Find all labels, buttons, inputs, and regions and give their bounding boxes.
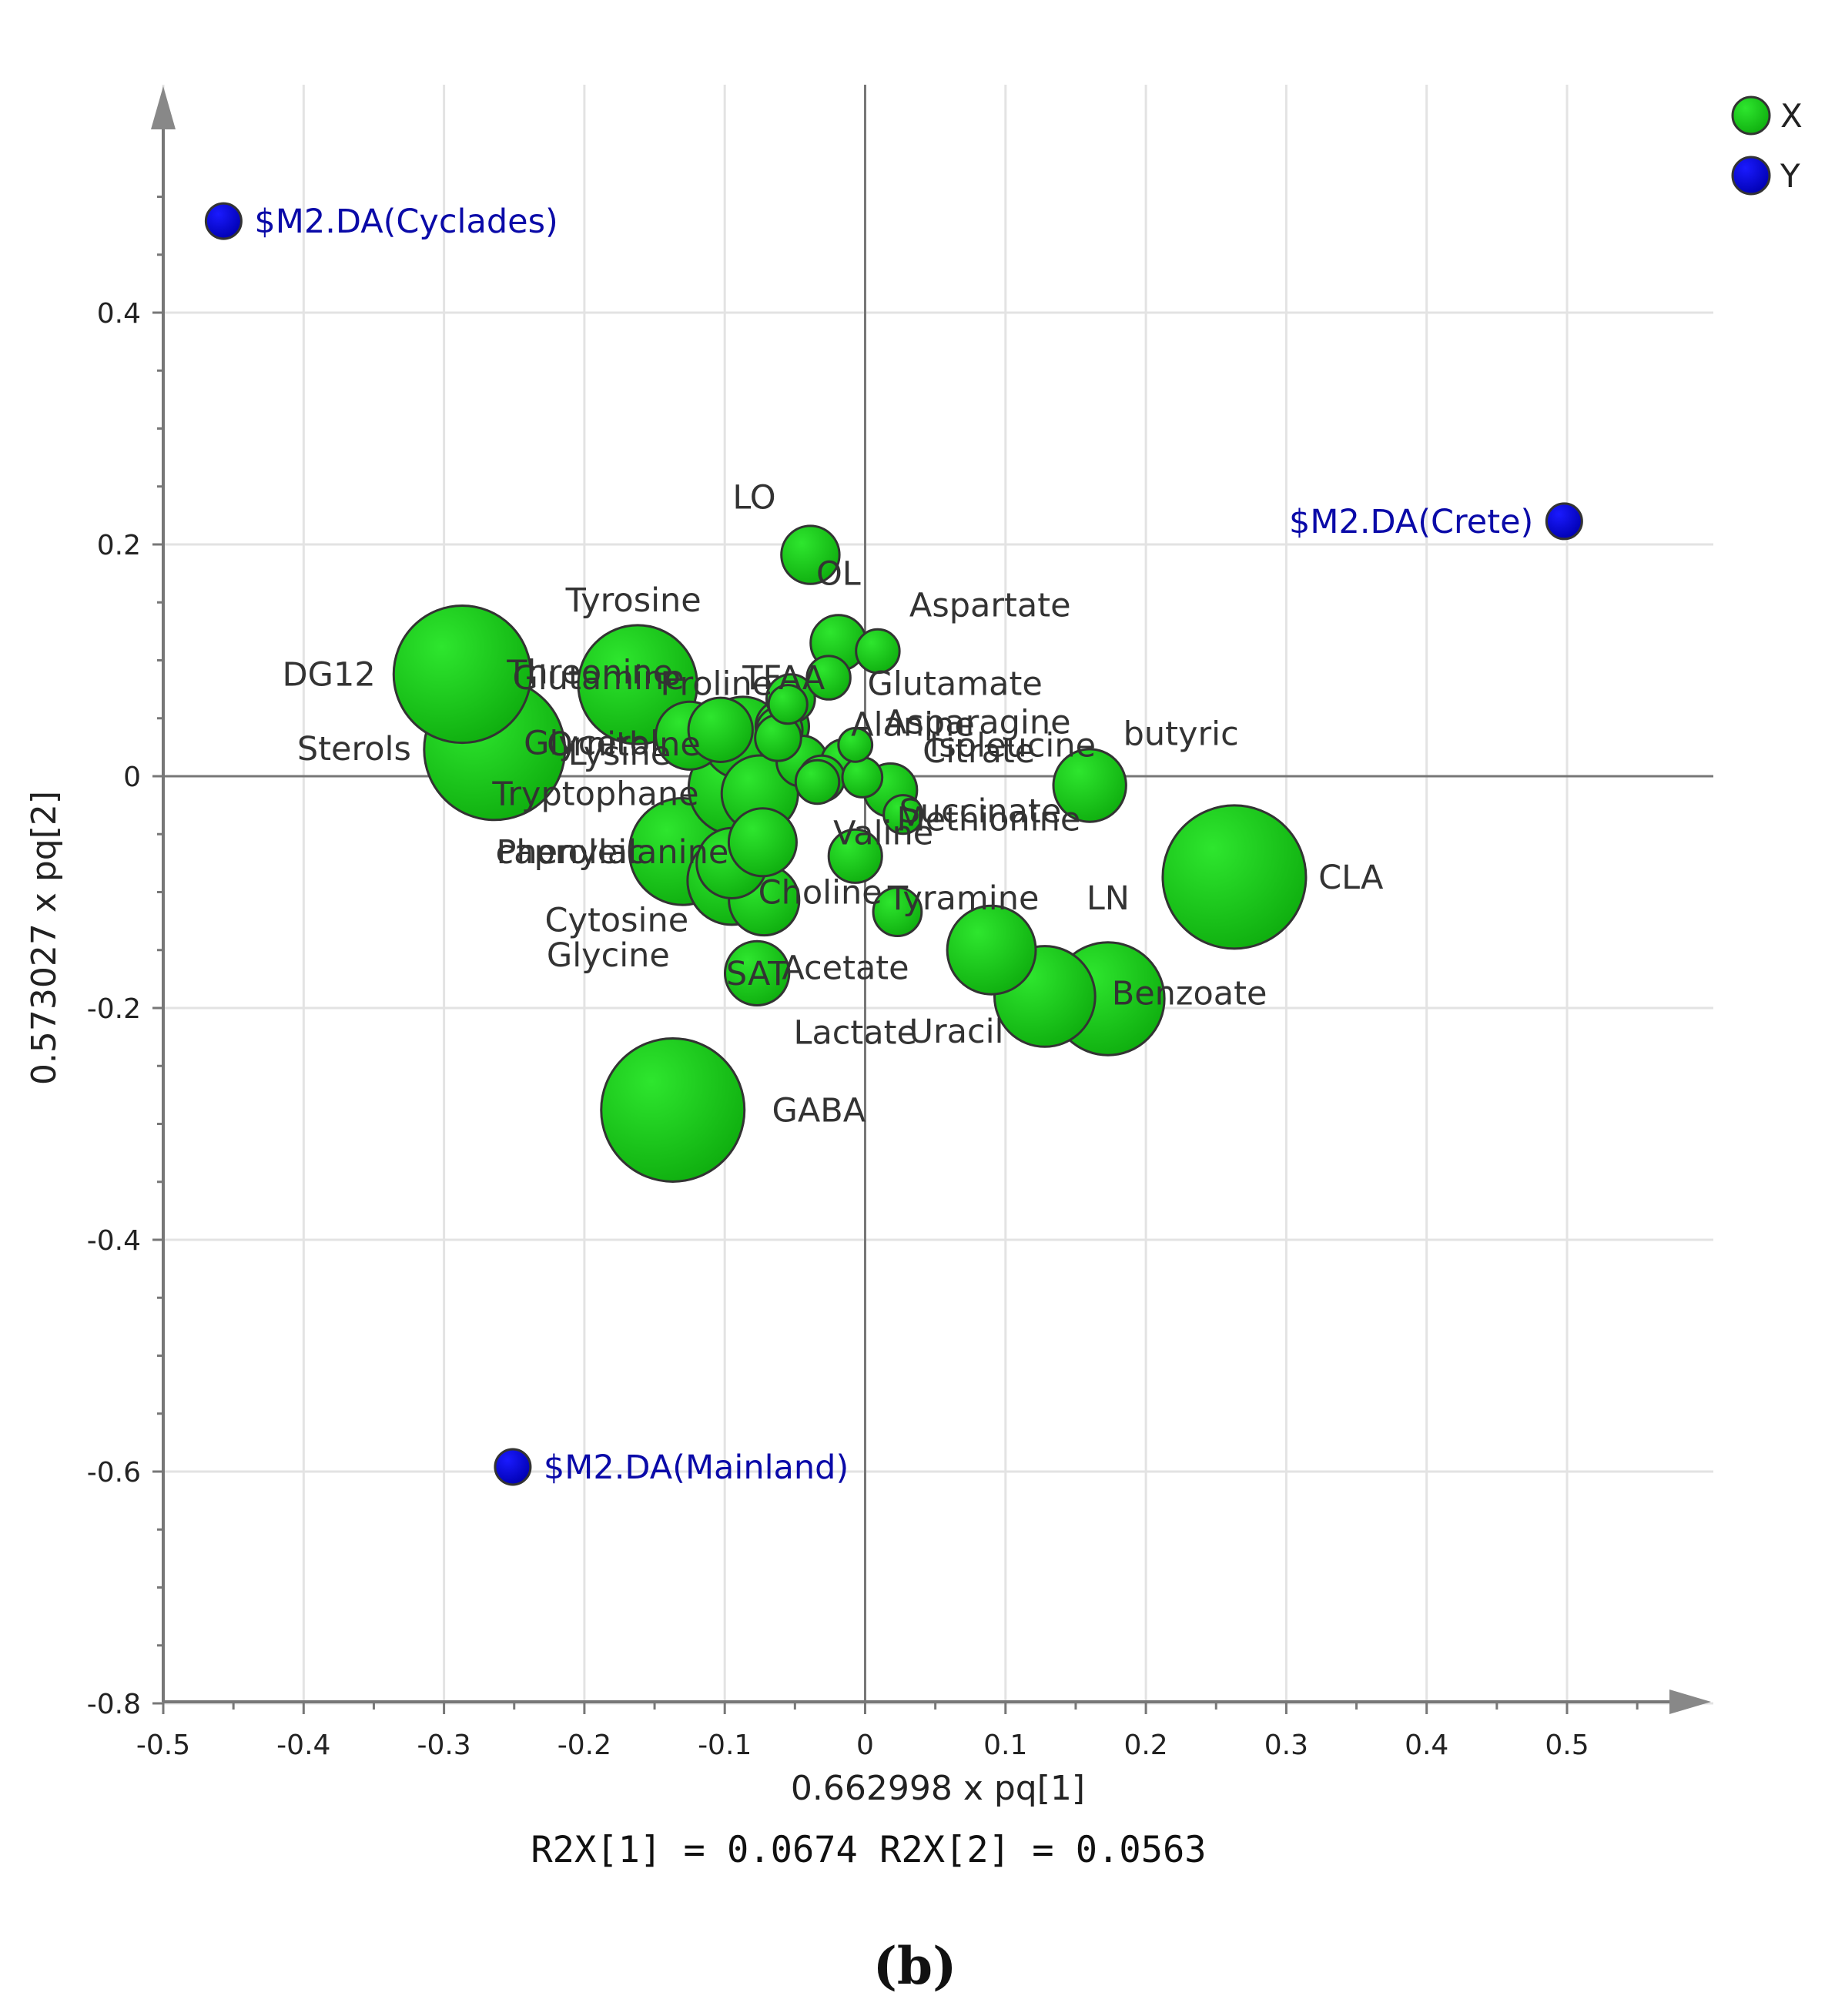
point-label: LN [1087,879,1130,918]
y-tick-label: 0.4 [97,298,141,330]
point-label: Isoleucine [929,726,1096,765]
bubble-choline [872,886,923,937]
point-label: Choline [758,874,882,913]
x-tick-label: 0.4 [1405,1730,1448,1761]
bubble-sat [723,939,791,1006]
legend-label: Y [1780,157,1800,195]
axes: -0.5 -0.4 -0.3 -0.2 -0.1 0 0.1 0.2 0.3 0.4 0.5 0.4 0… [87,85,1713,1761]
x-tick-label: -0.3 [417,1730,470,1761]
y-axis-arrow [151,86,176,129]
x-tick-label: 0.1 [983,1730,1027,1761]
point-label: Uracil [909,1013,1003,1051]
x-tick-label: 0 [856,1730,874,1761]
point-label: Ornithine [547,725,701,764]
point-label: Proline [660,665,772,704]
point-label: OL [816,555,861,594]
point-label: Aspartate [909,586,1071,625]
legend-marker [1731,95,1771,136]
bubble-lo [780,524,841,585]
point-label: Methionine [897,801,1081,839]
legend-marker [1731,156,1771,196]
point-label: Cytosine [544,902,688,940]
bubble-glutamate [805,655,852,701]
x-axis-arrow [1669,1689,1711,1714]
point-label: Glycine [547,936,670,975]
point-label: Tyramine [887,879,1040,918]
point-label: DG12 [283,656,376,695]
y-tick-label: 0 [123,762,141,793]
y-axis-title: 0.573027 x pq[2] [25,791,64,1085]
point-label: Sterols [297,730,411,769]
bubble-gaba [600,1036,746,1183]
point-label: Alanine [851,705,975,744]
y-variable-label: $M2.DA(Cyclades) [254,203,558,241]
point-label: Tryptophane [491,775,698,814]
bubble-butyric [1052,748,1127,823]
point-label: GABA [772,1091,866,1130]
x-axis-title: 0.662998 x pq[1] [791,1769,1085,1808]
bubble-acetate [794,759,841,805]
point-label: butyric [1123,715,1239,753]
bubble-aspartate [855,628,901,675]
y-variable-point [1545,502,1583,541]
y-variable-point [494,1448,532,1486]
bubble-succinate [882,794,924,836]
bubble-dg12 [392,604,532,745]
data-points [204,202,1583,1486]
point-label: Citrate [923,732,1035,771]
point-label: Phenylalanine [496,833,728,872]
point-label: LO [732,478,775,517]
bubble-glycine [727,807,798,878]
x-tick-label: -0.2 [558,1730,611,1761]
point-label: Acetate [782,949,909,987]
bubble-valine [827,828,883,884]
point-label: Glutamate [868,665,1043,704]
point-label: Asparagine [884,703,1070,742]
y-tick-label: 0.2 [97,530,141,561]
x-tick-label: -0.5 [136,1730,190,1761]
point-label: caproleic [496,833,645,872]
point-label: CLA [1318,859,1384,897]
point-label: Valine [833,815,933,853]
bubble-asparagine [767,684,809,725]
x-tick-label: -0.1 [698,1730,752,1761]
point-label: Lysine [568,735,671,773]
y-variable-point [204,202,243,240]
point-label: Glutamine [512,659,684,698]
y-tick-label: -0.8 [87,1689,141,1720]
x-tick-label: 0.2 [1123,1730,1167,1761]
x-tick-label: -0.4 [276,1730,330,1761]
point-label: SAT [726,955,789,993]
point-labels: LO OL Aspartate Glutamate TFAA AsparagineAlan… [254,203,1533,1487]
y-tick-label: -0.2 [87,993,141,1025]
bubble-cla [1161,804,1308,950]
point-label: TFAA [742,659,825,698]
point-label: Threonine [506,654,673,692]
point-label: Glycerol [524,724,659,762]
bubble-lactate [841,756,884,799]
point-label: Benzoate [1112,974,1267,1013]
y-tick-label: -0.6 [87,1457,141,1489]
x-tick-label: 0.5 [1545,1730,1589,1761]
panel-label: (b) [873,1936,957,1996]
point-label: Lactate [793,1014,916,1053]
bubble-tyramine [946,904,1037,996]
legend: XY [1731,95,1803,196]
legend-label: X [1780,97,1803,135]
y-tick-label: -0.4 [87,1225,141,1257]
r2x-footer: R2X[1] = 0.0674 R2X[2] = 0.0563 [531,1829,1206,1871]
bubble-proline [687,696,754,763]
point-label: Tyrosine [565,581,702,620]
bubble-citrate [837,726,874,763]
y-variable-label: $M2.DA(Crete) [1289,503,1533,541]
x-tick-label: 0.3 [1264,1730,1308,1761]
y-variable-label: $M2.DA(Mainland) [544,1448,849,1487]
point-label: Succinate [899,792,1062,831]
